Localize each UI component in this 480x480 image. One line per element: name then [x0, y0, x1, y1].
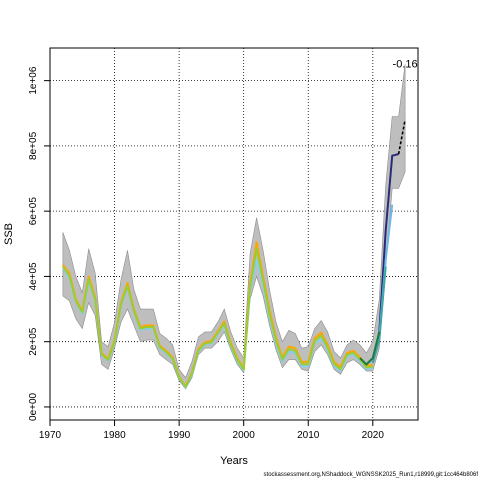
x-tick-label: 2000	[233, 430, 256, 441]
series-line-green	[62, 247, 373, 388]
y-tick-label: 1e+06	[28, 66, 39, 95]
x-tick-label: 1980	[103, 430, 126, 441]
plot-frame	[49, 47, 419, 421]
series-lines	[62, 119, 406, 389]
y-tick-label: 2e+05	[28, 327, 39, 356]
y-tick-label: 8e+05	[28, 131, 39, 160]
y-tick-label: 6e+05	[28, 197, 39, 226]
series-line-darkgreen	[359, 331, 381, 366]
y-axis-title: SSB	[3, 223, 15, 245]
x-axis-title: Years	[220, 455, 248, 467]
x-tick-label: 1990	[168, 430, 191, 441]
series-line-teal	[371, 266, 387, 364]
footer-source: stockassessment.org,NShaddock_WGNSSK2025…	[264, 472, 479, 478]
y-tick-label: 4e+05	[28, 262, 39, 291]
x-axis: 1970 1980 1990 2000 2010 2020	[39, 420, 384, 441]
confidence-band	[62, 64, 406, 390]
x-tick-label: 2010	[297, 430, 320, 441]
y-axis: 0e+00 2e+05 4e+05 6e+05 8e+05 1e+06	[28, 66, 50, 421]
x-tick-label: 1970	[39, 430, 62, 441]
annotation-label: -0.16	[393, 59, 418, 71]
projection-dashed-line	[397, 119, 406, 155]
uncertainty-band	[62, 64, 406, 390]
y-tick-label: 0e+00	[28, 392, 39, 421]
x-tick-label: 2020	[362, 430, 385, 441]
